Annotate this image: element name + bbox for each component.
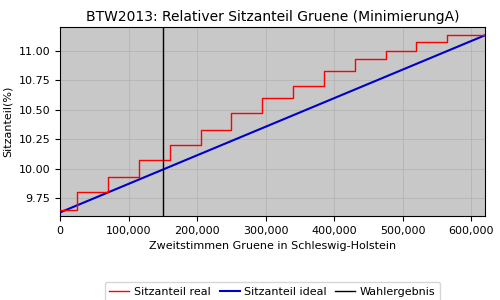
Title: BTW2013: Relativer Sitzanteil Gruene (MinimierungA): BTW2013: Relativer Sitzanteil Gruene (Mi…: [86, 11, 459, 24]
Sitzanteil real: [290, 84, 296, 88]
Sitzanteil real: [414, 40, 420, 44]
Sitzanteil real: [321, 84, 327, 88]
Sitzanteil ideal: [259, 127, 265, 130]
Sitzanteil real: [198, 143, 203, 147]
Sitzanteil real: [475, 34, 481, 37]
Line: Sitzanteil real: Sitzanteil real: [60, 35, 485, 210]
Sitzanteil real: [444, 34, 450, 37]
Sitzanteil real: [475, 34, 481, 37]
Sitzanteil real: [321, 69, 327, 73]
Sitzanteil ideal: [262, 125, 268, 129]
Sitzanteil real: [166, 159, 172, 162]
Sitzanteil real: [228, 111, 234, 115]
Sitzanteil ideal: [406, 65, 411, 69]
Sitzanteil real: [414, 49, 420, 52]
Sitzanteil real: [105, 175, 111, 179]
Sitzanteil real: [290, 96, 296, 100]
Sitzanteil real: [136, 159, 142, 162]
Legend: Sitzanteil real, Sitzanteil ideal, Wahlergebnis: Sitzanteil real, Sitzanteil ideal, Wahle…: [105, 282, 440, 300]
Sitzanteil real: [57, 208, 63, 212]
Sitzanteil ideal: [310, 105, 316, 109]
Sitzanteil real: [352, 57, 358, 61]
Sitzanteil real: [166, 143, 172, 147]
Sitzanteil real: [382, 49, 388, 52]
Sitzanteil real: [259, 96, 265, 100]
Sitzanteil real: [482, 34, 488, 37]
Y-axis label: Sitzanteil(%): Sitzanteil(%): [3, 86, 13, 157]
Sitzanteil real: [382, 57, 388, 61]
Sitzanteil real: [228, 128, 234, 132]
X-axis label: Zweitstimmen Gruene in Schleswig-Holstein: Zweitstimmen Gruene in Schleswig-Holstei…: [149, 241, 396, 251]
Sitzanteil ideal: [287, 115, 293, 119]
Sitzanteil real: [74, 190, 80, 194]
Sitzanteil ideal: [472, 38, 478, 41]
Sitzanteil real: [259, 111, 265, 115]
Sitzanteil ideal: [482, 34, 488, 37]
Sitzanteil real: [136, 175, 142, 179]
Sitzanteil ideal: [57, 211, 63, 214]
Sitzanteil real: [352, 69, 358, 73]
Sitzanteil real: [74, 208, 80, 212]
Sitzanteil real: [105, 190, 111, 194]
Sitzanteil real: [444, 40, 450, 44]
Sitzanteil real: [198, 128, 203, 132]
Line: Sitzanteil ideal: Sitzanteil ideal: [60, 35, 485, 212]
